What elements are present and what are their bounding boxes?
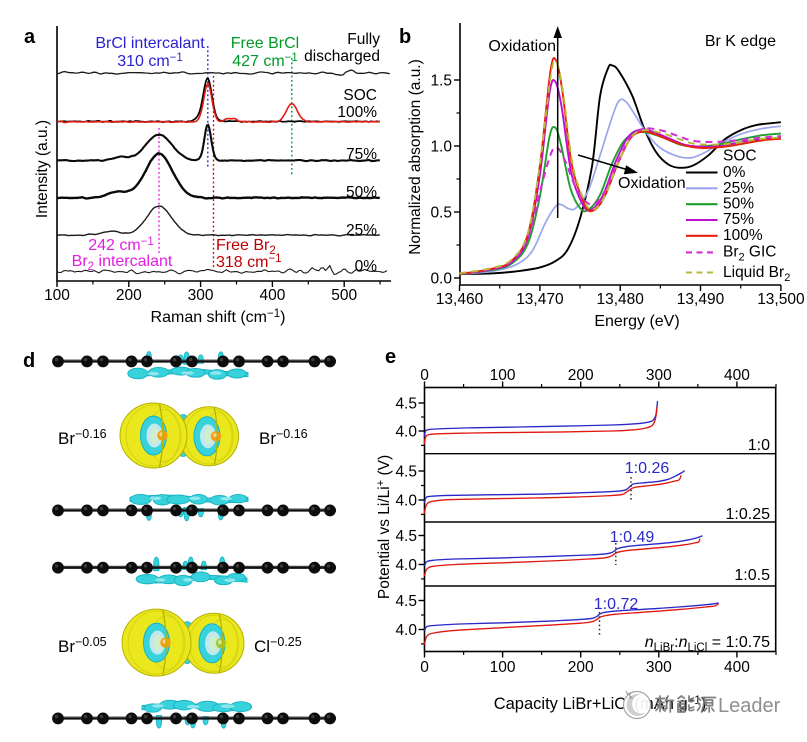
svg-text:13,500: 13,500 bbox=[757, 291, 805, 308]
svg-text:100%: 100% bbox=[337, 104, 377, 121]
svg-text:1:0.5: 1:0.5 bbox=[734, 567, 770, 584]
svg-text:4.5: 4.5 bbox=[395, 528, 417, 545]
svg-text:75%: 75% bbox=[346, 146, 377, 163]
svg-text:Oxidation: Oxidation bbox=[618, 175, 686, 192]
svg-text:0%: 0% bbox=[723, 164, 746, 181]
svg-text:d: d bbox=[23, 350, 35, 372]
svg-text:1:0.25: 1:0.25 bbox=[726, 506, 771, 523]
svg-text:427 cm−1: 427 cm−1 bbox=[232, 52, 298, 70]
svg-text:50%: 50% bbox=[346, 184, 377, 201]
svg-text:e: e bbox=[385, 346, 396, 368]
svg-text:13,460: 13,460 bbox=[436, 291, 484, 308]
svg-text:200: 200 bbox=[568, 659, 594, 676]
svg-text:b: b bbox=[399, 26, 411, 48]
svg-text:1:0.26: 1:0.26 bbox=[625, 460, 670, 477]
svg-text:1:0: 1:0 bbox=[748, 437, 770, 454]
svg-text:Fully: Fully bbox=[347, 31, 380, 48]
svg-text:4.0: 4.0 bbox=[395, 424, 417, 441]
svg-text:4.0: 4.0 bbox=[395, 622, 417, 639]
svg-text:Br2 GIC: Br2 GIC bbox=[723, 244, 777, 264]
svg-text:0.5: 0.5 bbox=[430, 205, 452, 222]
svg-text:4.0: 4.0 bbox=[395, 557, 417, 574]
svg-text:13,470: 13,470 bbox=[516, 291, 564, 308]
svg-text:75%: 75% bbox=[723, 211, 754, 228]
svg-text:200: 200 bbox=[568, 367, 594, 384]
svg-text:400: 400 bbox=[724, 659, 750, 676]
svg-text:310 cm−1: 310 cm−1 bbox=[117, 52, 183, 70]
svg-text:Raman shift (cm−1): Raman shift (cm−1) bbox=[151, 308, 286, 326]
svg-text:Free Br2: Free Br2 bbox=[216, 237, 276, 257]
svg-text:25%: 25% bbox=[346, 222, 377, 239]
svg-text:4.5: 4.5 bbox=[395, 396, 417, 413]
svg-text:SOC: SOC bbox=[343, 87, 377, 104]
svg-text:Liquid Br2: Liquid Br2 bbox=[723, 264, 790, 284]
svg-text:300: 300 bbox=[646, 367, 672, 384]
svg-text:242 cm−1: 242 cm−1 bbox=[88, 236, 154, 254]
svg-text:Intensity (a.u.): Intensity (a.u.) bbox=[34, 120, 51, 218]
svg-text:300: 300 bbox=[646, 659, 672, 676]
svg-text:1:0.49: 1:0.49 bbox=[610, 529, 655, 546]
svg-text:25%: 25% bbox=[723, 180, 754, 197]
svg-text:100%: 100% bbox=[723, 227, 763, 244]
svg-text:500: 500 bbox=[331, 287, 357, 304]
svg-text:SOC: SOC bbox=[723, 148, 757, 165]
svg-text:200: 200 bbox=[116, 287, 142, 304]
svg-text:318 cm−1: 318 cm−1 bbox=[216, 253, 282, 271]
svg-text:100: 100 bbox=[490, 367, 516, 384]
svg-text:100: 100 bbox=[490, 659, 516, 676]
svg-text:13,490: 13,490 bbox=[677, 291, 725, 308]
svg-text:400: 400 bbox=[259, 287, 285, 304]
svg-text:Capacity LiBr+LiCl (mAh g−1): Capacity LiBr+LiCl (mAh g−1) bbox=[494, 695, 707, 713]
svg-text:13,480: 13,480 bbox=[596, 291, 644, 308]
svg-text:Br2 intercalant: Br2 intercalant bbox=[72, 253, 173, 273]
svg-text:Potential vs Li/Li+ (V): Potential vs Li/Li+ (V) bbox=[375, 455, 393, 599]
svg-text:Leader: Leader bbox=[718, 695, 781, 717]
svg-text:400: 400 bbox=[724, 367, 750, 384]
svg-text:1.0: 1.0 bbox=[430, 139, 452, 156]
svg-text:Br K edge: Br K edge bbox=[705, 33, 776, 50]
svg-text:1.5: 1.5 bbox=[430, 73, 452, 90]
svg-text:Free BrCl: Free BrCl bbox=[231, 35, 299, 52]
svg-text:0.0: 0.0 bbox=[430, 271, 452, 288]
svg-text:300: 300 bbox=[188, 287, 214, 304]
svg-text:1:0.72: 1:0.72 bbox=[594, 596, 639, 613]
svg-text:Normalized absorption (a.u.): Normalized absorption (a.u.) bbox=[407, 59, 424, 255]
svg-text:0%: 0% bbox=[355, 258, 378, 275]
svg-text:Oxidation: Oxidation bbox=[488, 38, 556, 55]
svg-text:discharged: discharged bbox=[304, 48, 380, 65]
svg-text:4.5: 4.5 bbox=[395, 593, 417, 610]
svg-text:50%: 50% bbox=[723, 196, 754, 213]
svg-text:0: 0 bbox=[420, 367, 429, 384]
svg-text:BrCl intercalant: BrCl intercalant bbox=[95, 35, 205, 52]
svg-text:a: a bbox=[24, 26, 36, 48]
svg-text:nLiBr:nLiCl = 1:0.75: nLiBr:nLiCl = 1:0.75 bbox=[645, 634, 770, 654]
svg-text:4.5: 4.5 bbox=[395, 464, 417, 481]
svg-text:4.0: 4.0 bbox=[395, 493, 417, 510]
svg-text:100: 100 bbox=[44, 287, 70, 304]
svg-text:Energy (eV): Energy (eV) bbox=[594, 313, 679, 330]
svg-text:0: 0 bbox=[420, 659, 429, 676]
